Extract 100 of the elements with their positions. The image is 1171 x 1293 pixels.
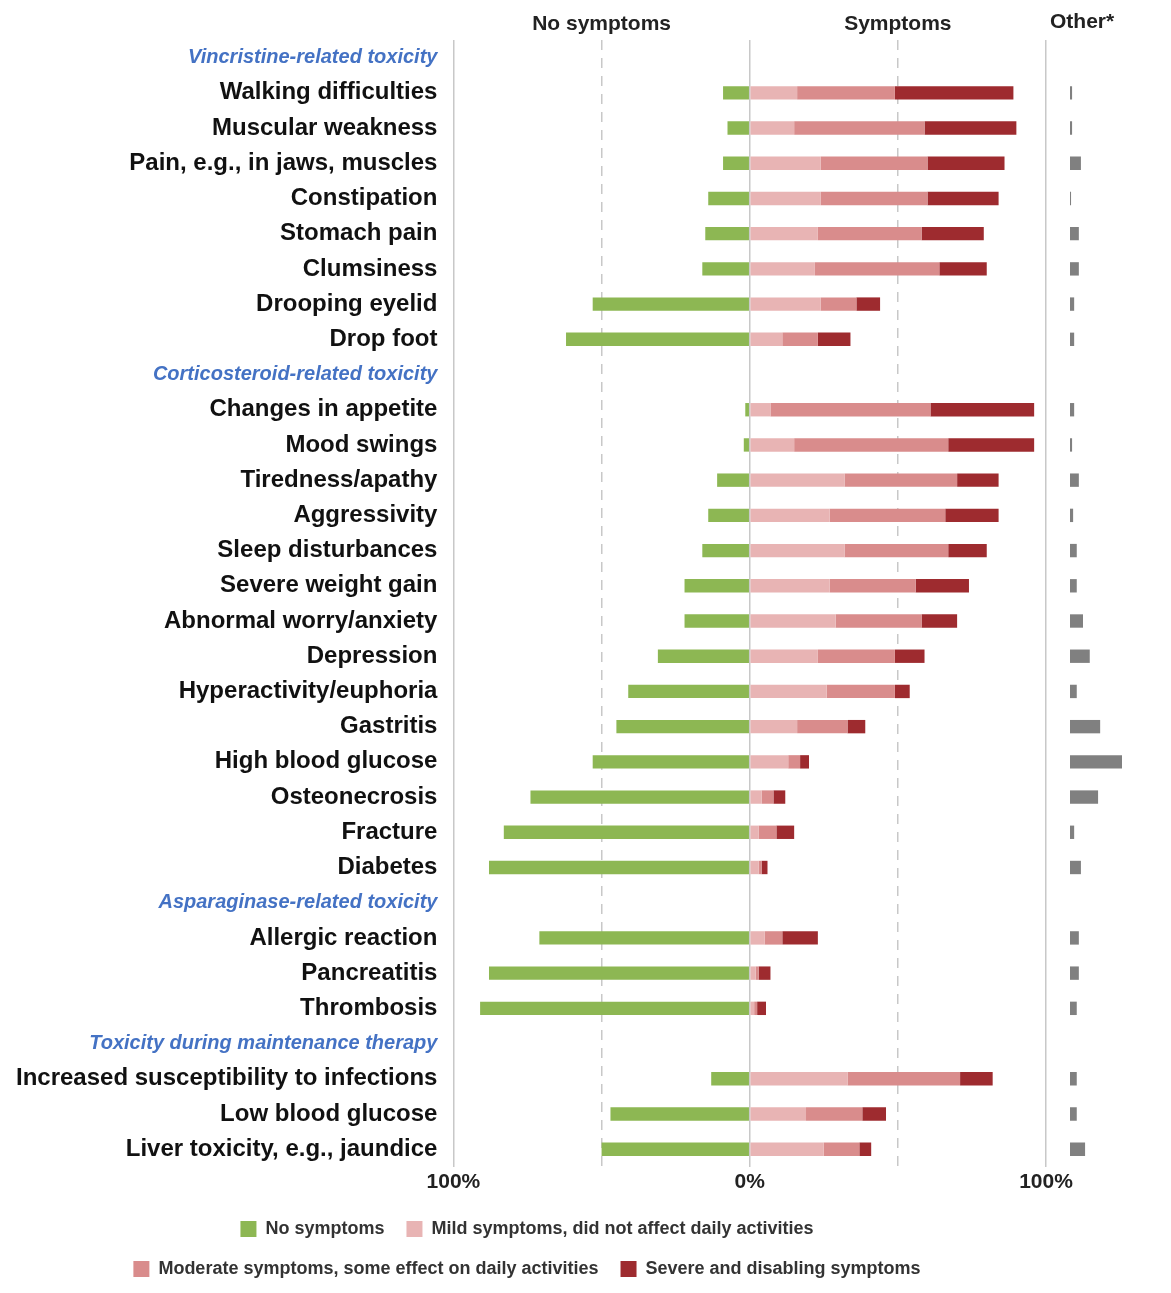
- bar: [758, 966, 771, 980]
- bar: [806, 1107, 863, 1121]
- y-tick-label: Low blood glucose: [220, 1098, 438, 1126]
- bar: [750, 473, 845, 487]
- bar: [1070, 438, 1073, 452]
- bar: [657, 649, 749, 663]
- bar: [814, 262, 940, 276]
- bar: [1070, 86, 1073, 100]
- bar: [826, 684, 895, 699]
- y-tick-label: Abnormal worry/anxiety: [164, 605, 439, 633]
- bar: [794, 121, 925, 135]
- y-tick-label: Increased susceptibility to infections: [15, 1063, 438, 1091]
- y-tick-label: Gastritis: [340, 711, 438, 739]
- bar: [566, 332, 749, 346]
- bar: [1070, 332, 1075, 346]
- bar: [610, 1107, 749, 1121]
- bar: [539, 931, 749, 945]
- bar: [750, 825, 759, 839]
- bar: [939, 262, 987, 276]
- bar: [1070, 1142, 1086, 1156]
- y-tick-label: Drop foot: [329, 323, 438, 351]
- bar: [717, 473, 749, 487]
- bar: [750, 684, 827, 699]
- y-tick-label: Constipation: [290, 183, 438, 211]
- bar: [750, 403, 771, 417]
- bar: [750, 438, 795, 452]
- legend-label: Moderate symptoms, some effect on daily activities: [158, 1257, 599, 1278]
- legend-label: Mild symptoms, did not affect daily activities: [431, 1217, 814, 1238]
- bar: [708, 508, 749, 523]
- bar: [948, 438, 1035, 452]
- y-tick-label: Pancreatitis: [301, 957, 438, 985]
- bar: [723, 86, 749, 100]
- bar: [1070, 543, 1077, 558]
- bar: [794, 438, 949, 452]
- bar: [1070, 579, 1077, 593]
- bar: [915, 579, 969, 593]
- bar: [750, 614, 836, 628]
- y-tick-label: Clumsiness: [302, 253, 438, 281]
- y-tick-label: Sleep disturbances: [217, 535, 438, 563]
- bar: [1070, 1001, 1077, 1016]
- bar: [844, 543, 949, 558]
- bar: [750, 1142, 824, 1156]
- bar: [1070, 262, 1079, 276]
- bar: [761, 790, 774, 804]
- bar: [859, 1142, 872, 1156]
- bar: [750, 226, 818, 241]
- bar: [788, 755, 801, 769]
- bar: [708, 191, 749, 206]
- bar: [1070, 931, 1079, 945]
- bar: [755, 966, 759, 980]
- bar: [750, 1001, 755, 1016]
- bar: [530, 790, 749, 804]
- bar: [723, 156, 749, 170]
- y-tick-label: Tiredness/apathy: [240, 464, 439, 492]
- bar: [862, 1107, 887, 1121]
- y-tick-label: Diabetes: [337, 852, 438, 880]
- bar: [750, 579, 830, 593]
- text: No symptoms: [532, 10, 672, 34]
- bar: [727, 121, 749, 135]
- bar: [757, 1001, 767, 1016]
- bar: [847, 1072, 961, 1086]
- x-tick-label: 100%: [426, 1169, 481, 1193]
- bar: [750, 262, 815, 276]
- bar: [921, 614, 958, 628]
- bar: [1070, 790, 1099, 804]
- bar: [750, 297, 821, 311]
- bar: [758, 860, 762, 875]
- bar: [480, 1001, 749, 1016]
- y-tick-label: Mood swings: [285, 429, 438, 457]
- bar: [489, 966, 749, 980]
- bar: [750, 121, 795, 135]
- bar: [616, 719, 749, 734]
- bar: [592, 297, 749, 311]
- y-tick-label: Pain, e.g., in jaws, muscles: [129, 147, 438, 175]
- bar: [750, 931, 765, 945]
- bar: [894, 649, 925, 663]
- bar: [1070, 121, 1073, 135]
- bar: [1070, 860, 1081, 875]
- legend-label: Severe and disabling symptoms: [645, 1257, 921, 1278]
- y-tick-label: Asparaginase-related toxicity: [157, 890, 439, 913]
- bar: [829, 579, 916, 593]
- bar: [1070, 297, 1075, 311]
- y-tick-label: Toxicity during maintenance therapy: [89, 1031, 439, 1054]
- bar: [820, 156, 928, 170]
- y-tick-label: Muscular weakness: [211, 112, 438, 140]
- x-tick-label: 0%: [734, 1169, 766, 1193]
- bar: [776, 825, 795, 839]
- bar: [503, 825, 749, 839]
- bar: [684, 579, 749, 593]
- bar: [945, 508, 999, 523]
- bar: [773, 790, 786, 804]
- bar: [1070, 614, 1083, 628]
- y-tick-label: Walking difficulties: [219, 77, 438, 105]
- bar: [750, 543, 845, 558]
- bar: [711, 1072, 749, 1086]
- bar: [894, 684, 910, 699]
- bar: [684, 614, 749, 628]
- x-tick-label: 100%: [1019, 1169, 1074, 1193]
- y-tick-label: Stomach pain: [280, 218, 438, 246]
- bar: [702, 262, 749, 276]
